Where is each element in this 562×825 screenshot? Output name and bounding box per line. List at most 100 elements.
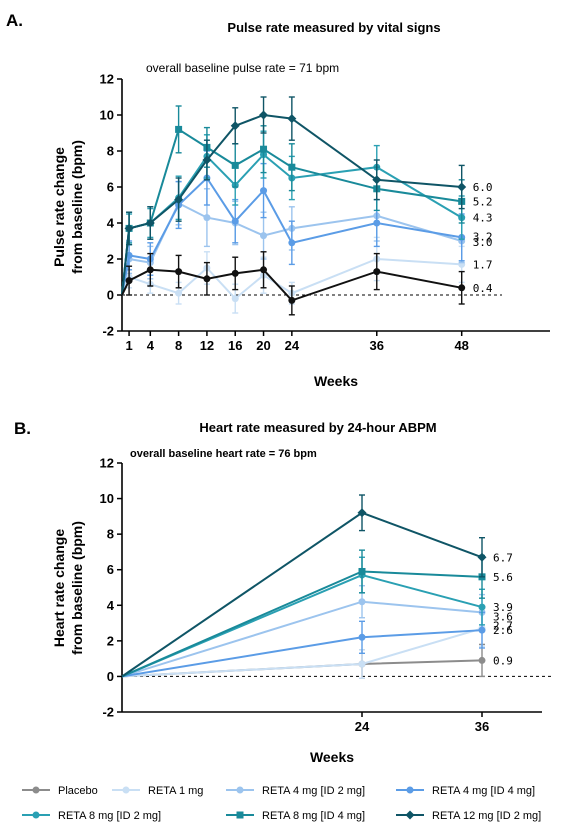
panel-a-data-point: [260, 266, 268, 274]
panel-b-data-point: [358, 633, 366, 641]
panel-a-ytick-label: 12: [100, 72, 114, 87]
panel-a-data-point: [145, 218, 155, 228]
panel-b-title: Heart rate measured by 24-hour ABPM: [199, 420, 436, 435]
panel-a-xtick-label: 1: [125, 338, 132, 353]
legend-swatch-marker: [122, 786, 130, 794]
legend-label: RETA 8 mg [ID 4 mg]: [262, 810, 365, 822]
panel-b-series-6: 6.7: [121, 494, 513, 678]
panel-a-data-point: [231, 161, 239, 169]
legend-label: RETA 4 mg [ID 4 mg]: [432, 785, 535, 797]
legend-item: RETA 1 mg: [112, 785, 203, 797]
legend-swatch-marker: [32, 811, 40, 819]
legend-swatch-marker: [405, 810, 415, 820]
panel-a-data-point: [146, 266, 154, 274]
panel-a-end-value-label: 5.2: [473, 195, 493, 208]
legend-swatch-marker: [236, 811, 244, 819]
panel-a-ytick-label: 6: [107, 180, 114, 195]
panel-b-xtick-label: 24: [355, 719, 370, 734]
panel-a-data-point: [125, 277, 133, 285]
panel-a-data-point: [175, 289, 183, 297]
panel-b-ytick-label: 4: [107, 598, 115, 613]
panel-a-data-point: [175, 268, 183, 276]
panel-a-end-value-label: 3.2: [473, 230, 493, 243]
panel-b-series-3: 2.6: [121, 611, 513, 678]
panel-b-data-point: [358, 660, 366, 668]
legend-item: Placebo: [22, 785, 98, 797]
panel-a-data-point: [373, 219, 381, 227]
panel-a-data-point: [288, 163, 296, 171]
panel-a-title: Pulse rate measured by vital signs: [227, 20, 440, 35]
panel-b-data-point: [357, 508, 367, 518]
panel-a-data-point: [231, 269, 239, 277]
panel-a-data-point: [288, 239, 296, 247]
panel-b-data-point: [478, 626, 486, 634]
panel-a-data-point: [203, 214, 211, 222]
panel-a-xtick-label: 12: [200, 338, 214, 353]
panel-a-data-point: [260, 187, 268, 195]
panel-b-baseline-note: overall baseline heart rate = 76 bpm: [130, 448, 317, 460]
panel-a-xtick-label: 16: [228, 338, 242, 353]
panel-a-ytick-label: 0: [107, 288, 114, 303]
panel-b-xlabel: Weeks: [310, 749, 354, 765]
panel-a-xtick-label: 36: [370, 338, 384, 353]
panel-a-data-point: [372, 175, 382, 185]
panel-a-ylabel-line1: Pulse rate change: [51, 147, 67, 267]
panel-a-data-point: [203, 275, 211, 283]
panel-b-data-point: [358, 567, 366, 575]
legend-label: RETA 4 mg [ID 2 mg]: [262, 785, 365, 797]
panel-b-ytick-label: 12: [100, 456, 114, 471]
panel-b-ytick-label: 0: [107, 669, 114, 684]
legend-item: RETA 4 mg [ID 4 mg]: [396, 785, 535, 797]
legend-label: RETA 8 mg [ID 2 mg]: [58, 810, 161, 822]
panel-a-ylabel-line2: from baseline (bpm): [69, 140, 85, 274]
panel-b-end-value-label: 3.9: [493, 601, 513, 614]
panel-b-ytick-label: 2: [107, 633, 114, 648]
panel-b-end-value-label: 5.6: [493, 571, 513, 584]
panel-a-ytick-label: 2: [107, 252, 114, 267]
panel-a-data-point: [373, 268, 381, 276]
legend-item: RETA 8 mg [ID 4 mg]: [226, 810, 365, 822]
legend-item: RETA 8 mg [ID 2 mg]: [22, 810, 161, 822]
legend-label: RETA 1 mg: [148, 785, 203, 797]
panel-b-ytick-label: 10: [100, 491, 114, 506]
panel-a-data-point: [457, 182, 467, 192]
legend-item: RETA 4 mg [ID 2 mg]: [226, 785, 365, 797]
panel-a-xtick-label: 20: [256, 338, 270, 353]
panel-a-xtick-label: 48: [454, 338, 468, 353]
panel-a-xtick-label: 8: [175, 338, 182, 353]
panel-b-series-line: [121, 570, 483, 678]
panel-a-data-point: [458, 284, 466, 292]
panel-a-series-6: 0.4: [121, 251, 493, 316]
panel-a-data-point: [124, 223, 134, 233]
panel-a-series-line: [121, 113, 462, 296]
panel-a-end-value-label: 3.0: [473, 236, 493, 249]
panel-a-data-point: [260, 145, 268, 153]
panel-a-series-line: [121, 201, 462, 296]
panel-a-xtick-label: 24: [285, 338, 300, 353]
panel-b-ytick-label: -2: [102, 705, 114, 720]
panel-a-series-line: [121, 268, 462, 302]
panel-a-series-5: 6.0: [121, 96, 493, 296]
legend-swatch-marker: [236, 786, 244, 794]
panel-a-series-line: [121, 176, 462, 296]
legend-label: RETA 12 mg [ID 2 mg]: [432, 810, 541, 822]
panel-a-data-point: [231, 295, 239, 303]
panel-b-xtick-label: 36: [475, 719, 489, 734]
panel-b-end-value-label: 2.7: [493, 619, 513, 632]
panel-b-end-value-label: 6.7: [493, 551, 513, 564]
panel-a-data-point: [231, 217, 239, 225]
panel-a-end-value-label: 6.0: [473, 181, 493, 194]
panel-b-ylabel-line1: Heart rate change: [51, 529, 67, 647]
panel-a-series-line: [121, 257, 462, 300]
panel-b-end-value-label: 0.9: [493, 654, 513, 667]
panel-a-letter: A.: [6, 11, 23, 30]
panel-b-letter: B.: [14, 419, 31, 438]
panel-b-ylabel-line2: from baseline (bpm): [69, 521, 85, 655]
panel-a-ytick-label: 4: [107, 216, 115, 231]
panel-a-data-point: [202, 155, 212, 165]
panel-a-data-point: [260, 232, 268, 240]
panel-b-data-point: [478, 656, 486, 664]
panel-a-data-point: [288, 296, 296, 304]
